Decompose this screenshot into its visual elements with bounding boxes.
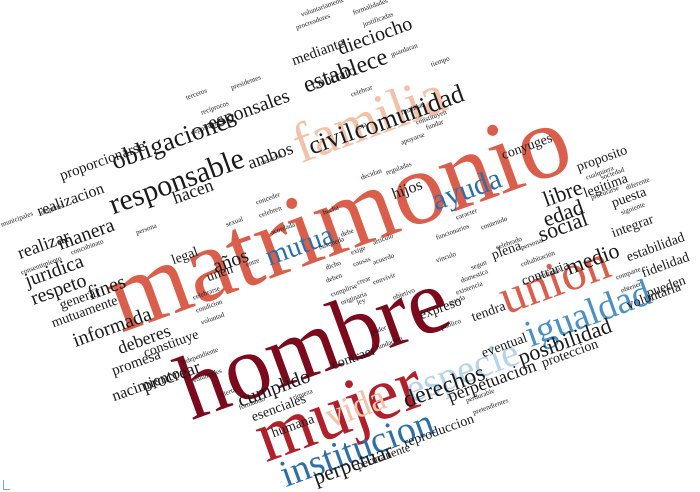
cloud-word: presidentes xyxy=(229,73,262,92)
cloud-word: guardaran xyxy=(389,41,419,59)
cloud-word: terceros xyxy=(184,86,209,102)
cloud-word: vinculo xyxy=(434,249,458,265)
cloud-word: integrar xyxy=(609,212,656,242)
cloud-word: municipales xyxy=(0,209,35,229)
cloud-word: tendra xyxy=(469,299,508,326)
cloud-word: personal xyxy=(519,235,545,252)
corner-bracket-icon xyxy=(3,480,10,490)
cloud-word: tiempo xyxy=(429,54,451,69)
